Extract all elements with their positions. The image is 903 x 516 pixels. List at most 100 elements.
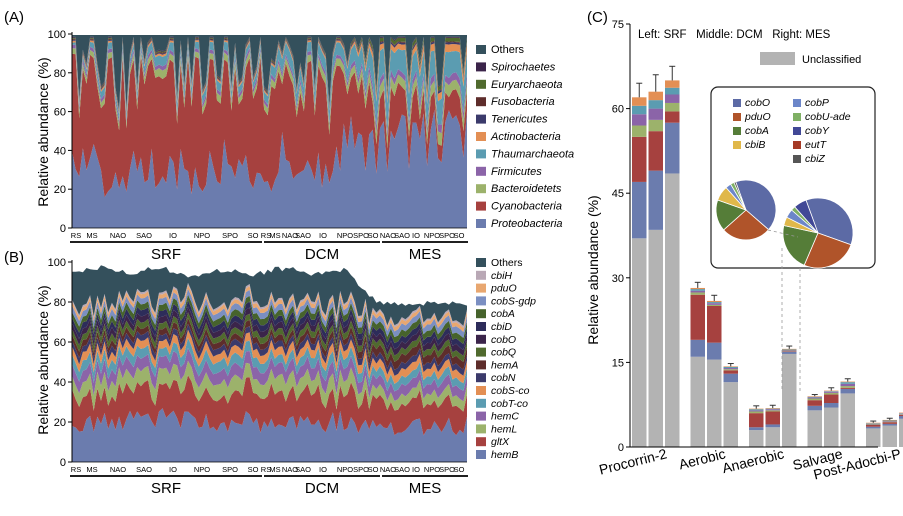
bar-layer — [807, 397, 822, 399]
bar-unclassified — [665, 173, 680, 447]
region-label-npo: NPO — [337, 465, 353, 474]
legend-label-cbid: cbiD — [491, 321, 512, 333]
region-label-spo: SPO — [439, 465, 455, 474]
y-tick-label: 40 — [54, 145, 66, 157]
area-hemc — [72, 348, 467, 402]
bar-unclassified — [866, 428, 881, 447]
c-y-tick-label: 15 — [612, 357, 624, 369]
legend-swatch-cyanobacteria — [476, 201, 486, 211]
pie-slice-cobo — [735, 179, 777, 231]
bar-layer — [807, 398, 822, 401]
bar-layer — [882, 421, 897, 422]
bar-layer — [632, 181, 647, 239]
inset-legend-label-eutt: eutT — [805, 139, 828, 151]
group-label-mes: MES — [409, 480, 442, 497]
legend-label-actinobacteria: Actinobacteria — [490, 131, 561, 143]
legend-label-gltx: gltX — [491, 436, 510, 448]
bar-layer — [882, 422, 897, 424]
bar-layer — [723, 368, 738, 370]
bar-layer — [707, 300, 722, 303]
bar-layer — [648, 100, 663, 109]
region-label-sao: SAO — [394, 231, 410, 240]
bar-layer — [749, 409, 764, 411]
bar-layer — [707, 304, 722, 306]
bar-unclassified — [723, 382, 738, 447]
bar-layer — [807, 405, 822, 411]
legend-label-cobt-co: cobT-co — [491, 398, 528, 410]
legend-swatch-gltx — [476, 437, 486, 447]
bar-layer — [824, 394, 839, 404]
legend-swatch-others — [476, 258, 486, 267]
legend-swatch-coba — [476, 309, 486, 319]
bar-layer — [665, 80, 680, 88]
legend-swatch-firmicutes — [476, 166, 486, 176]
area-hema — [72, 317, 467, 370]
bar-layer — [824, 391, 839, 392]
legend-swatch-cbih — [476, 270, 486, 280]
region-label-spo: SPO — [222, 465, 238, 474]
region-label-npo: NPO — [424, 231, 440, 240]
bar-layer — [749, 413, 764, 428]
pie-slice-pduo — [723, 209, 770, 241]
bar-layer — [723, 366, 738, 369]
area-cobo — [72, 306, 467, 356]
panel-c-subtitle: Left: SRF Middle: DCM Right: MES — [638, 29, 831, 41]
legend-label-coba: cobA — [491, 308, 515, 320]
area-cyanobacteria — [72, 53, 467, 198]
legend-label-cobn: cobN — [491, 372, 516, 384]
legend-swatch-spirochaetes — [476, 62, 486, 72]
panel-b-axes: 0 20 40 60 80 100 — [48, 257, 467, 469]
region-label-rs: RS — [71, 231, 81, 240]
area-pduo — [72, 284, 467, 332]
region-label-nao: NAO — [110, 231, 126, 240]
bar-layer — [840, 383, 855, 387]
c-y-tick-label: 75 — [612, 19, 624, 31]
region-label-nao: NAO — [282, 465, 298, 474]
bar-layer — [632, 97, 647, 106]
bar-layer — [665, 94, 680, 103]
panel-a-group-labels: SRF DCM MES — [70, 241, 468, 263]
bar-layer — [824, 390, 839, 392]
c-y-tick-label: 0 — [618, 442, 624, 454]
bar-layer — [707, 302, 722, 304]
y-tick-label: 80 — [54, 68, 66, 80]
legend-swatch-pduo — [476, 283, 486, 293]
bar-layer — [648, 91, 663, 101]
bar-layer — [882, 420, 897, 422]
bar-layer — [899, 414, 903, 416]
bar-layer — [632, 125, 647, 137]
region-label-npo: NPO — [424, 465, 440, 474]
inset-legend-swatch-cobu-ade — [793, 113, 801, 121]
bar-layer — [824, 403, 839, 408]
bar-layer — [648, 170, 663, 230]
legend-swatch-fusobacteria — [476, 97, 486, 107]
pie-slice-pduo — [803, 232, 852, 269]
legend-label-cobs-co: cobS-co — [491, 385, 530, 397]
bar-layer — [665, 111, 680, 123]
region-label-npo: NPO — [194, 465, 210, 474]
bar-unclassified — [632, 238, 647, 447]
area-cobn — [72, 323, 467, 376]
bar-layer — [707, 342, 722, 360]
legend-label-cyanobacteria: Cyanobacteria — [491, 201, 562, 213]
bar-layer — [723, 373, 738, 383]
area-hemb — [72, 408, 467, 462]
panel-c-bars — [632, 65, 903, 447]
bar-layer — [690, 290, 705, 293]
bar-layer — [882, 421, 897, 423]
group-label-srf: SRF — [151, 246, 181, 263]
bar-layer — [866, 423, 881, 425]
legend-label-hemc: hemC — [491, 411, 519, 423]
bar-unclassified — [690, 356, 705, 447]
region-label-sao: SAO — [136, 231, 152, 240]
legend-swatch-cobs-gdp — [476, 296, 486, 306]
region-label-so: SO — [368, 231, 379, 240]
legend-label-cobq: cobQ — [491, 347, 516, 359]
legend-swatch-euryarchaeota — [476, 79, 486, 89]
unclassified-legend-label: Unclassified — [802, 54, 861, 66]
bar-layer — [749, 410, 764, 412]
